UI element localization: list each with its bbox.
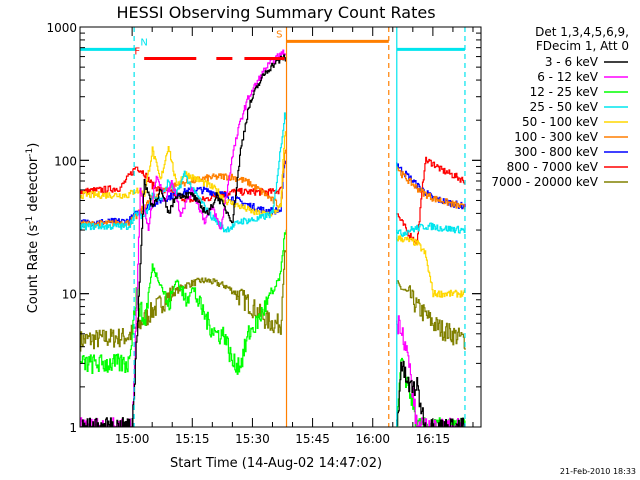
legend-label-6-12-keV: 6 - 12 keV bbox=[537, 70, 599, 84]
x-tick-label: 16:15 bbox=[416, 432, 451, 446]
series-line-25-50-keV bbox=[396, 222, 466, 237]
legend-label-3-6-keV: 3 - 6 keV bbox=[545, 55, 599, 69]
x-tick-label: 15:00 bbox=[115, 432, 150, 446]
y-axis-label: Count Rate (s-1 detector-1) bbox=[25, 143, 41, 314]
legend-label-12-25-keV: 12 - 25 keV bbox=[530, 85, 599, 99]
y-axis-label-mid: detector bbox=[26, 156, 41, 216]
plot-area: NF S bbox=[80, 27, 466, 427]
x-tick-label: 15:30 bbox=[235, 432, 270, 446]
series-line-3-6-keV bbox=[396, 360, 465, 427]
legend-label-7000-20000-keV: 7000 - 20000 keV bbox=[491, 175, 598, 189]
flag-label-S: S bbox=[276, 29, 282, 40]
legend-label-50-100-keV: 50 - 100 keV bbox=[522, 115, 599, 129]
legend-label-100-300-keV: 100 - 300 keV bbox=[514, 130, 598, 144]
legend-label-300-800-keV: 300 - 800 keV bbox=[514, 145, 598, 159]
series-line-300-800-keV bbox=[396, 162, 466, 210]
y-tick-label: 10 bbox=[62, 288, 77, 302]
x-axis-label: Start Time (14-Aug-02 14:47:02) bbox=[170, 456, 382, 471]
axes: 1 10 100 1000 15:00 15:15 15:30 15:45 16:00 16:15 bbox=[46, 21, 482, 446]
series-line-3-6-keV bbox=[80, 54, 287, 427]
legend-header-1: Det 1,3,4,5,6,9, bbox=[535, 25, 629, 39]
series-line-100-300-keV bbox=[396, 166, 466, 210]
y-tick-label: 1000 bbox=[46, 21, 77, 35]
series-line-50-100-keV bbox=[80, 131, 287, 217]
y-axis-label-end: ) bbox=[26, 143, 41, 148]
x-tick-label: 16:00 bbox=[355, 432, 390, 446]
legend-label-25-50-keV: 25 - 50 keV bbox=[530, 100, 599, 114]
plot-content bbox=[80, 27, 466, 427]
series-line-50-100-keV bbox=[396, 235, 465, 298]
series-line-6-12-keV bbox=[80, 49, 287, 427]
x-tick-label: 15:45 bbox=[295, 432, 330, 446]
axes-frame bbox=[79, 26, 482, 428]
x-tick-label: 15:15 bbox=[175, 432, 210, 446]
timestamp: 21-Feb-2010 18:33 bbox=[560, 467, 636, 476]
y-tick-label: 100 bbox=[54, 154, 77, 168]
y-axis-label-sup2: -1 bbox=[25, 148, 35, 157]
flag-label-F: F bbox=[134, 47, 140, 58]
legend-header-2: FDecim 1, Att 0 bbox=[536, 39, 629, 53]
series-line-12-25-keV bbox=[80, 229, 287, 375]
legend: Det 1,3,4,5,6,9, FDecim 1, Att 0 3 - 6 k… bbox=[491, 25, 629, 189]
legend-label-800-7000-keV: 800 - 7000 keV bbox=[507, 160, 599, 174]
series-line-800-7000-keV bbox=[80, 161, 287, 203]
flag-label-N: N bbox=[140, 37, 147, 48]
series-line-7000-20000-keV bbox=[396, 280, 466, 350]
series-line-25-50-keV bbox=[80, 112, 287, 233]
chart-title: HESSI Observing Summary Count Rates bbox=[116, 3, 435, 22]
y-axis-label-main: Count Rate (s bbox=[26, 225, 41, 314]
y-tick-label: 1 bbox=[69, 421, 77, 435]
y-axis-label-sup1: -1 bbox=[25, 216, 35, 225]
series-line-800-7000-keV bbox=[396, 156, 466, 245]
series-line-7000-20000-keV bbox=[80, 250, 287, 352]
series-line-12-25-keV bbox=[396, 357, 466, 427]
